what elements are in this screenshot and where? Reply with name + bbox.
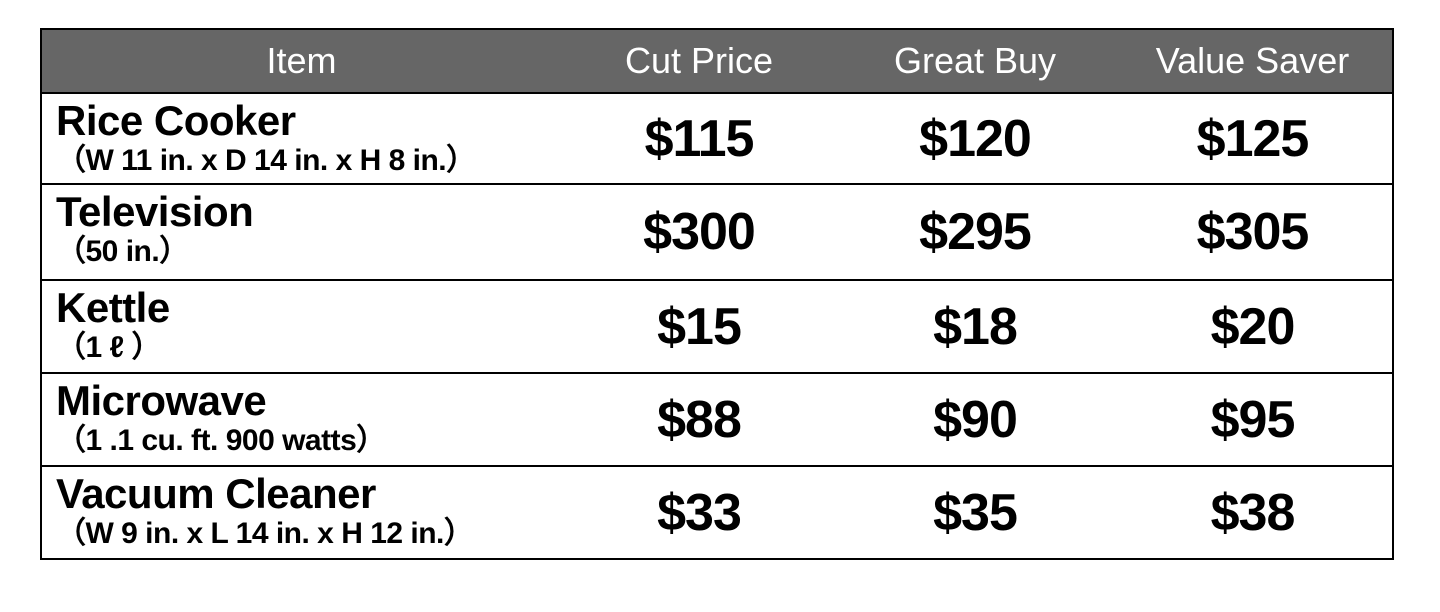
price-cut-price: $300 bbox=[561, 183, 837, 281]
item-name: Rice Cooker bbox=[56, 97, 296, 144]
price-comparison-table: Item Cut Price Great Buy Value Saver Ric… bbox=[40, 28, 1394, 560]
header-cut-price: Cut Price bbox=[561, 28, 837, 94]
item-cell: Rice Cooker （W 11 in. x D 14 in. x H 8 i… bbox=[40, 92, 561, 185]
item-spec: （1 .1 cu. ft. 900 watts） bbox=[56, 424, 386, 457]
price-cut-price: $33 bbox=[561, 465, 837, 560]
item-cell: Vacuum Cleaner （W 9 in. x L 14 in. x H 1… bbox=[40, 465, 561, 560]
table-row: Kettle （1 ℓ ） $15 $18 $20 bbox=[40, 279, 1394, 374]
table-row: Microwave （1 .1 cu. ft. 900 watts） $88 $… bbox=[40, 372, 1394, 467]
item-cell: Television （50 in.） bbox=[40, 183, 561, 281]
item-name: Vacuum Cleaner bbox=[56, 470, 376, 517]
price-great-buy: $120 bbox=[837, 92, 1113, 185]
item-name: Kettle bbox=[56, 284, 170, 331]
item-spec: （50 in.） bbox=[56, 235, 189, 268]
price-cut-price: $88 bbox=[561, 372, 837, 467]
price-value-saver: $95 bbox=[1113, 372, 1394, 467]
price-cut-price: $15 bbox=[561, 279, 837, 374]
header-item: Item bbox=[40, 28, 561, 94]
item-name: Television bbox=[56, 188, 254, 235]
price-great-buy: $35 bbox=[837, 465, 1113, 560]
item-cell: Kettle （1 ℓ ） bbox=[40, 279, 561, 374]
price-value-saver: $20 bbox=[1113, 279, 1394, 374]
price-value-saver: $305 bbox=[1113, 183, 1394, 281]
price-great-buy: $295 bbox=[837, 183, 1113, 281]
price-value-saver: $125 bbox=[1113, 92, 1394, 185]
item-cell: Microwave （1 .1 cu. ft. 900 watts） bbox=[40, 372, 561, 467]
item-spec: （W 9 in. x L 14 in. x H 12 in.） bbox=[56, 517, 474, 550]
price-cut-price: $115 bbox=[561, 92, 837, 185]
table-row: Rice Cooker （W 11 in. x D 14 in. x H 8 i… bbox=[40, 92, 1394, 185]
item-spec: （W 11 in. x D 14 in. x H 8 in.） bbox=[56, 144, 476, 177]
table-row: Television （50 in.） $300 $295 $305 bbox=[40, 183, 1394, 281]
item-name: Microwave bbox=[56, 377, 267, 424]
header-value-saver: Value Saver bbox=[1113, 28, 1394, 94]
price-great-buy: $90 bbox=[837, 372, 1113, 467]
header-great-buy: Great Buy bbox=[837, 28, 1113, 94]
price-great-buy: $18 bbox=[837, 279, 1113, 374]
table-header-row: Item Cut Price Great Buy Value Saver bbox=[40, 28, 1394, 94]
item-spec: （1 ℓ ） bbox=[56, 331, 162, 364]
price-value-saver: $38 bbox=[1113, 465, 1394, 560]
table-row: Vacuum Cleaner （W 9 in. x L 14 in. x H 1… bbox=[40, 465, 1394, 560]
